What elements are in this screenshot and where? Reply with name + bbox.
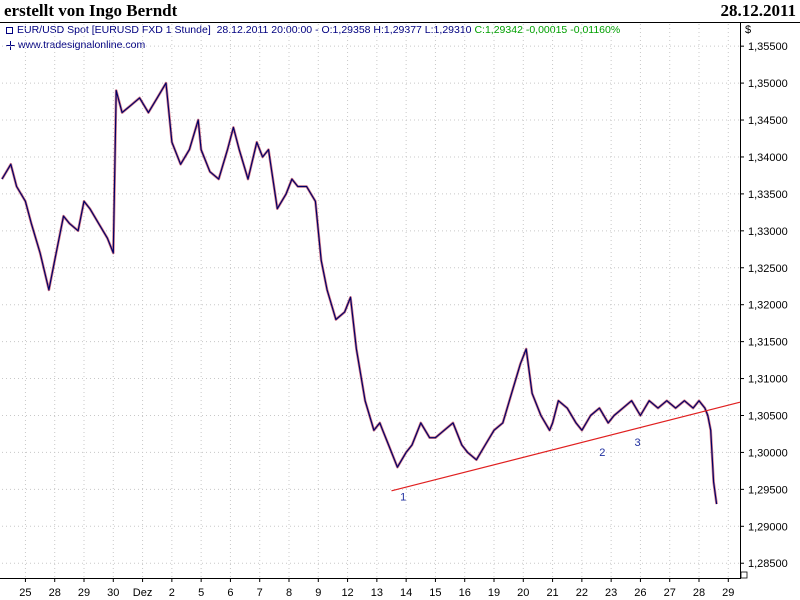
y-tick-label: 1,32500 — [748, 263, 788, 275]
instrument-info-line: EUR/USD Spot [EURUSD FXD 1 Stunde] 28.12… — [6, 24, 620, 36]
x-tick-label: 28 — [49, 587, 61, 599]
scroll-corner-icon — [740, 571, 748, 579]
x-tick-label: 29 — [78, 587, 90, 599]
x-tick-label: 2 — [169, 587, 175, 599]
x-tick-label: 23 — [605, 587, 617, 599]
x-tick-label: Dez — [133, 587, 153, 599]
x-tick-label: 12 — [341, 587, 353, 599]
y-tick-label: 1,31500 — [748, 337, 788, 349]
y-tick-label: 1,32000 — [748, 300, 788, 312]
y-tick-label: 1,35000 — [748, 78, 788, 90]
x-tick-label: 22 — [576, 587, 588, 599]
plot-area[interactable] — [0, 22, 741, 579]
price-series-body — [0, 81, 718, 505]
close-change: C:1,29342 -0,00015 -0,01160% — [474, 24, 621, 36]
wave-label: 1 — [400, 491, 406, 503]
y-tick-label: 1,35500 — [748, 41, 788, 53]
y-tick-label: 1,34000 — [748, 152, 788, 164]
chart-header: erstellt von Ingo Berndt 28.12.2011 — [0, 0, 800, 23]
x-tick-label: 19 — [488, 587, 500, 599]
x-tick-label: 21 — [546, 587, 558, 599]
support-trendline — [391, 401, 741, 492]
x-tick-label: 6 — [227, 587, 233, 599]
x-tick-label: 28 — [693, 587, 705, 599]
x-tick-label: 14 — [400, 587, 412, 599]
x-tick-label: 5 — [198, 587, 204, 599]
x-tick-label: 25 — [19, 587, 31, 599]
instrument-name: EUR/USD Spot [EURUSD FXD 1 Stunde] — [17, 24, 211, 36]
x-tick-label: 9 — [315, 587, 321, 599]
header-date: 28.12.2011 — [720, 1, 796, 20]
y-tick-label: 1,29000 — [748, 521, 788, 533]
x-tick-label: 8 — [286, 587, 292, 599]
x-tick-label: 29 — [722, 587, 734, 599]
y-tick-label: 1,30000 — [748, 447, 788, 459]
y-tick-label: 1,31000 — [748, 374, 788, 386]
y-tick-label: 1,29500 — [748, 484, 788, 496]
x-tick-label: 7 — [257, 587, 263, 599]
bar-timestamp: 28.12.2011 20:00:00 — [216, 24, 313, 36]
x-tick-label: 15 — [429, 587, 441, 599]
crosshair-icon — [6, 40, 15, 50]
y-tick-label: 1,33500 — [748, 189, 788, 201]
y-axis-unit: $ — [745, 24, 752, 36]
x-tick-label: 20 — [517, 587, 529, 599]
price-series-line — [1, 82, 718, 505]
x-tick-label: 26 — [634, 587, 646, 599]
wave-label: 2 — [599, 447, 605, 459]
ohlc-values: - O:1,29358 H:1,29377 L:1,29310 — [315, 24, 472, 36]
y-tick-label: 1,34500 — [748, 115, 788, 127]
series-square-icon — [6, 26, 13, 34]
y-tick-label: 1,33000 — [748, 226, 788, 238]
y-tick-label: 1,30500 — [748, 410, 788, 422]
y-tick-label: 1,28500 — [748, 558, 788, 570]
author-title: erstellt von Ingo Berndt — [4, 1, 178, 20]
x-tick-label: 16 — [459, 587, 471, 599]
x-tick-label: 27 — [664, 587, 676, 599]
x-tick-label: 13 — [371, 587, 383, 599]
x-tick-label: 30 — [107, 587, 119, 599]
wave-label: 3 — [634, 437, 640, 449]
